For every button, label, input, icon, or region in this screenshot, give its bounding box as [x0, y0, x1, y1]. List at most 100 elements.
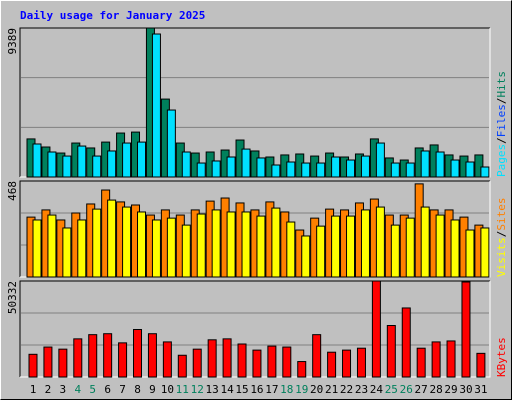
x-tick-label: 4 — [74, 383, 81, 396]
x-tick-label: 1 — [30, 383, 37, 396]
bar — [420, 150, 430, 178]
bar — [271, 207, 281, 278]
bar — [62, 227, 72, 278]
bar — [222, 338, 232, 378]
legend: Pages/Files/Hits — [495, 71, 508, 177]
bar — [446, 340, 456, 378]
y-tick-label: 468 — [6, 181, 19, 201]
x-tick-label: 3 — [60, 383, 67, 396]
bar — [405, 217, 415, 278]
bar — [162, 341, 172, 378]
bar — [211, 209, 221, 278]
x-tick-label: 6 — [104, 383, 111, 396]
bar — [461, 281, 471, 378]
bar — [450, 159, 460, 178]
bar — [133, 329, 143, 378]
bar — [301, 162, 311, 178]
x-tick-label: 29 — [444, 383, 457, 396]
bar — [192, 348, 202, 378]
bar — [474, 154, 484, 178]
frame-light — [20, 281, 491, 378]
x-tick-label: 23 — [355, 383, 368, 396]
bar — [331, 215, 341, 278]
legend-separator: / — [495, 137, 508, 144]
bar — [32, 219, 42, 278]
bar — [375, 142, 385, 178]
bar — [435, 151, 445, 178]
x-tick-label: 24 — [370, 383, 384, 396]
bar — [58, 348, 68, 378]
bar — [226, 211, 236, 278]
bar — [147, 333, 157, 378]
bar — [88, 334, 98, 378]
bar — [401, 307, 411, 378]
bar — [386, 325, 396, 378]
bar — [77, 219, 87, 278]
bar — [465, 229, 475, 278]
bar — [420, 206, 430, 278]
bar — [360, 209, 370, 278]
x-tick-label: 27 — [415, 383, 428, 396]
legend-separator: / — [495, 231, 508, 238]
x-tick-label: 17 — [265, 383, 278, 396]
x-tick-label: 11 — [176, 383, 189, 396]
bar — [62, 155, 72, 178]
bar — [301, 235, 311, 278]
bar — [480, 227, 490, 278]
bar — [92, 155, 102, 178]
x-tick-label: 8 — [134, 383, 141, 396]
bar — [103, 333, 113, 378]
x-tick-label: 7 — [119, 383, 126, 396]
bar — [207, 339, 217, 378]
bar — [256, 157, 266, 178]
bar — [267, 345, 277, 378]
x-tick-label: 10 — [161, 383, 174, 396]
x-tick-label: 25 — [385, 383, 398, 396]
x-tick-label: 14 — [220, 383, 234, 396]
bar — [371, 280, 381, 378]
y-tick-label: 9389 — [6, 28, 19, 55]
legend-entry: Pages — [495, 144, 508, 177]
bar — [107, 199, 117, 278]
bar — [360, 155, 370, 178]
bar — [465, 161, 475, 178]
legend: Visits/Sites — [495, 198, 508, 278]
x-tick-label: 19 — [295, 383, 308, 396]
x-tick-label: 18 — [280, 383, 293, 396]
bar — [241, 211, 251, 278]
bar — [390, 224, 400, 278]
chart-title: Daily usage for January 2025 — [20, 9, 205, 22]
bar — [342, 349, 352, 378]
bar — [271, 164, 281, 178]
bar — [196, 213, 206, 278]
bar — [346, 159, 356, 178]
y-tick-label: 50332 — [6, 281, 19, 314]
bar — [416, 347, 426, 378]
x-tick-label: 21 — [325, 383, 338, 396]
bar — [346, 215, 356, 278]
bar — [476, 352, 486, 378]
bar — [122, 142, 132, 178]
bar — [122, 206, 132, 278]
bar — [450, 219, 460, 278]
bar — [252, 349, 262, 378]
bar — [375, 206, 385, 278]
legend-entry: Hits — [495, 71, 508, 98]
bar — [47, 214, 57, 278]
x-tick-label: 26 — [400, 383, 413, 396]
bar — [137, 141, 147, 178]
bar — [286, 221, 296, 278]
x-tick-label: 31 — [474, 383, 487, 396]
bar — [431, 341, 441, 378]
legend-entry: KBytes — [495, 337, 508, 377]
bar — [331, 156, 341, 178]
bar — [118, 342, 128, 378]
bar — [77, 145, 87, 178]
bar — [151, 219, 161, 278]
x-tick-label: 16 — [250, 383, 263, 396]
x-tick-label: 2 — [45, 383, 52, 396]
legend-entry: Visits — [495, 237, 508, 277]
x-tick-label: 5 — [89, 383, 96, 396]
